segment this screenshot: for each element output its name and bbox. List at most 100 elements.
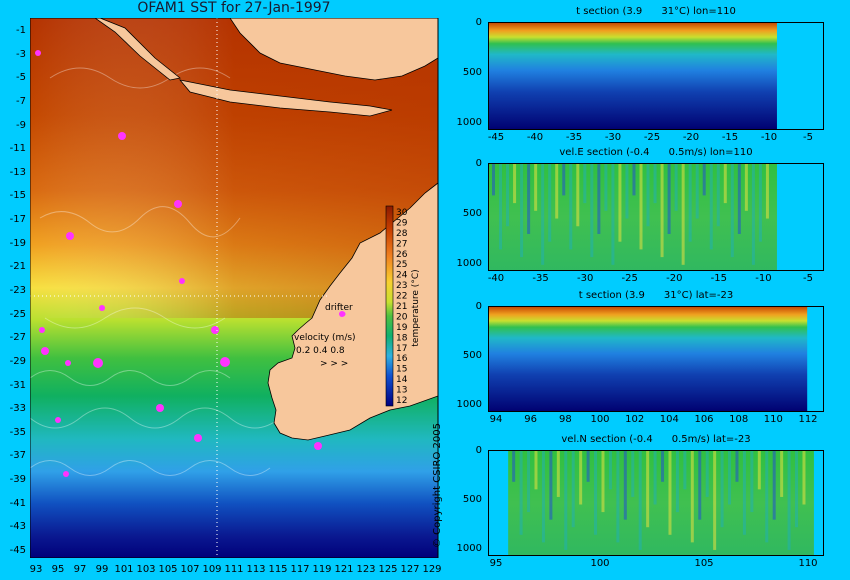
velocity-streak	[713, 450, 717, 550]
velocity-section-plot	[488, 163, 824, 271]
section-field	[488, 306, 808, 412]
velocity-streak	[611, 163, 615, 265]
map-lon-tick: 119	[312, 564, 332, 575]
panel-y-tick: 0	[475, 17, 482, 28]
velocity-streak	[541, 163, 545, 265]
velocity-streak	[519, 450, 523, 535]
map-lon-tick: 129	[422, 564, 442, 575]
drifter-tracks	[35, 50, 345, 477]
colorbar-tick: 24	[396, 271, 408, 281]
map-lon-tick: 101	[114, 564, 134, 575]
colorbar-tick: 23	[396, 281, 407, 291]
colorbar	[385, 205, 394, 407]
velocity-streak	[583, 163, 587, 204]
velocity-streak	[780, 450, 784, 497]
colorbar-tick: 18	[396, 333, 408, 343]
panel-x-tick: 106	[694, 414, 714, 425]
panel-x-tick: 102	[625, 414, 645, 425]
panel-y-tick: 500	[462, 494, 482, 505]
panel-x-tick: 110	[798, 558, 818, 569]
velocity-arrows: > > >	[320, 359, 348, 369]
colorbar-label: temperature (°C)	[411, 269, 421, 346]
velocity-streak	[661, 450, 665, 482]
velocity-streak	[571, 450, 575, 528]
map-lat-tick: -23	[9, 285, 26, 296]
panel-x-tick: -35	[565, 132, 583, 143]
colorbar-tick: 27	[396, 239, 407, 249]
copyright-text: © Copyright CSIRO 2005	[432, 423, 443, 548]
velocity-streak	[646, 163, 650, 227]
panel-y-tick: 0	[475, 445, 482, 456]
panel-x-tick: 94	[489, 414, 503, 425]
map-lon-tick: 109	[202, 564, 222, 575]
panel-x-tick: -10	[755, 273, 772, 284]
velocity-streak	[646, 450, 650, 528]
colorbar-tick: 14	[396, 375, 408, 385]
map-lat-tick: -9	[16, 119, 26, 131]
velocity-streak	[772, 450, 776, 520]
map-lon-tick: 93	[29, 564, 43, 575]
panel-title: vel.E section (-0.4 0.5m/s) lon=110	[559, 147, 753, 158]
map-lon-tick: 113	[246, 564, 266, 575]
colorbar-tick: 29	[396, 218, 408, 228]
panel-x-tick: 112	[798, 414, 818, 425]
velocity-section-plot	[488, 450, 824, 556]
velocity-streak	[730, 163, 734, 258]
panel-y-tick: 500	[462, 350, 482, 361]
map-lat-tick: -21	[9, 261, 26, 273]
map-lat-tick: -3	[16, 48, 26, 60]
panel-x-tick: 100	[590, 414, 610, 425]
velocity-streak	[653, 163, 657, 204]
panel-x-tick: -15	[721, 132, 739, 143]
velocity-streak	[625, 163, 629, 219]
velocity-streak	[795, 450, 799, 528]
velocity-streak	[576, 163, 580, 227]
velocity-streak	[586, 450, 590, 482]
velocity-streak	[702, 163, 706, 196]
velocity-streak	[751, 163, 755, 265]
map-lat-tick: -1	[16, 25, 26, 36]
map-lon-tick: 105	[158, 564, 178, 575]
velocity-streak	[590, 163, 594, 258]
velocity-streak	[597, 163, 601, 234]
velocity-streak	[579, 450, 583, 505]
velocity-streak	[594, 450, 598, 535]
velocity-streak	[601, 450, 605, 513]
map-lat-tick: -43	[9, 521, 26, 533]
map-lat-tick: -15	[9, 190, 26, 202]
panel-x-tick: -30	[576, 273, 594, 284]
velocity-streak	[744, 163, 748, 211]
velocity-streak	[608, 450, 612, 490]
panel-y-tick: 1000	[456, 258, 482, 269]
colorbar-tick: 13	[396, 386, 407, 396]
colorbar-tick: 17	[396, 344, 407, 354]
velocity-streak	[683, 450, 687, 490]
map-lat-tick: -37	[9, 450, 26, 462]
drifter-legend-dot	[340, 311, 346, 317]
velocity-streak	[639, 163, 643, 250]
velocity-streak	[604, 163, 608, 211]
velocity-streak	[668, 450, 672, 535]
panel-title: vel.N section (-0.4 0.5m/s) lat=-23	[561, 434, 751, 445]
panel-y-tick: 500	[462, 208, 482, 219]
velocity-streak	[742, 450, 746, 535]
velocity-streak	[723, 163, 727, 204]
panel-x-tick: 105	[694, 558, 714, 569]
velocity-streak	[660, 163, 664, 258]
velocity-streak	[555, 163, 559, 219]
map-lat-tick: -41	[9, 497, 26, 509]
velocity-streak	[716, 163, 720, 227]
velocity-streak	[750, 450, 754, 513]
velocity-streak	[541, 450, 545, 543]
map-title: OFAM1 SST for 27-Jan-1997	[137, 0, 331, 16]
colorbar-tick: 26	[396, 250, 408, 260]
velocity-streak	[698, 450, 702, 520]
velocity-streak	[562, 163, 566, 196]
velocity-streak	[638, 450, 642, 550]
panel-x-tick: -15	[710, 273, 728, 284]
panel-x-tick: 98	[558, 414, 572, 425]
map-lat-tick: -11	[9, 143, 26, 155]
colorbar-tick: 28	[396, 229, 408, 239]
